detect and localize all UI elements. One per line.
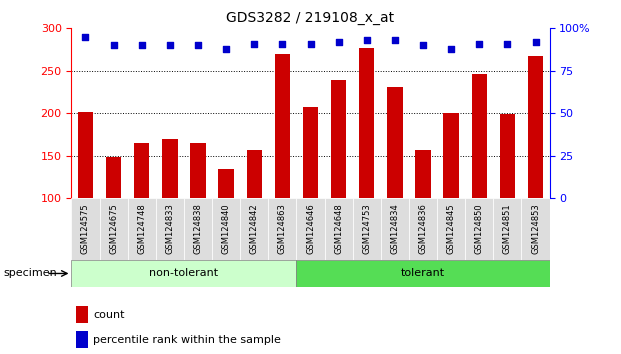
Text: GSM124840: GSM124840 [222,203,230,254]
Text: percentile rank within the sample: percentile rank within the sample [93,335,281,344]
FancyBboxPatch shape [268,198,296,260]
Text: GSM124646: GSM124646 [306,203,315,254]
Text: GDS3282 / 219108_x_at: GDS3282 / 219108_x_at [227,11,394,25]
Point [278,41,288,46]
Bar [387,87,402,198]
FancyBboxPatch shape [325,198,353,260]
Bar [106,158,121,198]
Point [221,46,231,52]
Point [502,41,512,46]
Point [333,39,343,45]
Text: non-tolerant: non-tolerant [150,268,219,279]
FancyBboxPatch shape [296,198,325,260]
FancyBboxPatch shape [493,198,522,260]
Bar [443,113,459,198]
FancyBboxPatch shape [437,198,465,260]
FancyBboxPatch shape [99,198,128,260]
Point [81,34,91,40]
FancyBboxPatch shape [71,198,99,260]
FancyBboxPatch shape [240,198,268,260]
Point [446,46,456,52]
Point [249,41,259,46]
Point [109,42,119,48]
FancyBboxPatch shape [296,260,550,287]
Point [137,42,147,48]
Bar [134,143,150,198]
Text: GSM124675: GSM124675 [109,203,118,254]
FancyBboxPatch shape [71,260,296,287]
FancyBboxPatch shape [156,198,184,260]
Bar [500,114,515,198]
Text: GSM124838: GSM124838 [194,203,202,254]
Bar [303,107,318,198]
FancyBboxPatch shape [522,198,550,260]
Text: GSM124853: GSM124853 [531,203,540,254]
Bar [219,169,234,198]
FancyBboxPatch shape [353,198,381,260]
Point [530,39,540,45]
Bar [415,150,431,198]
Text: count: count [93,310,124,320]
Point [362,38,372,43]
Point [165,42,175,48]
Text: GSM124850: GSM124850 [475,203,484,254]
Point [306,41,315,46]
FancyBboxPatch shape [465,198,493,260]
Text: GSM124648: GSM124648 [334,203,343,254]
Point [418,42,428,48]
Text: GSM124833: GSM124833 [165,203,175,254]
Text: tolerant: tolerant [401,268,445,279]
Text: GSM124851: GSM124851 [503,203,512,254]
Text: GSM124836: GSM124836 [419,203,427,254]
Text: GSM124753: GSM124753 [362,203,371,254]
Bar [528,56,543,198]
Bar [190,143,206,198]
FancyBboxPatch shape [184,198,212,260]
Text: GSM124575: GSM124575 [81,203,90,254]
Point [193,42,203,48]
Bar [274,54,290,198]
FancyBboxPatch shape [409,198,437,260]
FancyBboxPatch shape [128,198,156,260]
Point [474,41,484,46]
Text: GSM124748: GSM124748 [137,203,146,254]
Bar [76,306,88,323]
Bar [359,48,374,198]
Bar [471,74,487,198]
Bar [76,331,88,348]
Bar [247,150,262,198]
Text: GSM124863: GSM124863 [278,203,287,254]
Point [390,38,400,43]
FancyBboxPatch shape [381,198,409,260]
Bar [162,139,178,198]
Text: specimen: specimen [3,268,57,278]
Text: GSM124842: GSM124842 [250,203,259,254]
Text: GSM124834: GSM124834 [391,203,399,254]
FancyBboxPatch shape [212,198,240,260]
Bar [78,112,93,198]
Text: GSM124845: GSM124845 [446,203,456,254]
Bar [331,80,347,198]
